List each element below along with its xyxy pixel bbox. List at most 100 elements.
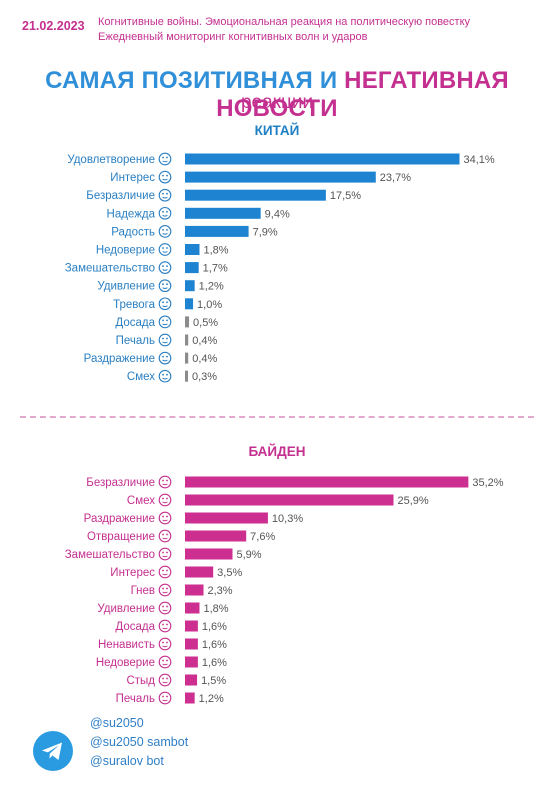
neutral-face-icon xyxy=(158,475,172,489)
irritated-icon-eye-right xyxy=(166,515,168,518)
biden-bar xyxy=(185,566,214,578)
handle-su2050-sambot[interactable]: @su2050 sambot xyxy=(90,735,189,749)
disgust-icon-mouth xyxy=(162,537,168,540)
section-divider xyxy=(20,416,534,418)
surprised-icon xyxy=(158,279,172,293)
laugh-icon-mouth xyxy=(162,501,168,504)
biden-value-label: 1,6% xyxy=(202,621,227,633)
biden-value-label: 1,6% xyxy=(202,657,227,669)
china-value-label: 1,8% xyxy=(203,245,228,257)
irritated-icon-eye-right xyxy=(166,355,168,358)
laugh-icon-eye-left xyxy=(162,373,164,376)
biden-bar xyxy=(185,638,198,650)
neutral-face-icon-eye-right xyxy=(166,479,168,482)
biden-category-label: Недоверие xyxy=(96,657,155,669)
telegram-icon[interactable] xyxy=(33,731,73,771)
biden-value-label: 5,9% xyxy=(236,549,261,561)
china-bar xyxy=(185,189,326,201)
biden-value-label: 1,6% xyxy=(202,639,227,651)
laugh-icon-eye-right xyxy=(166,373,168,376)
china-category-label: Тревога xyxy=(113,299,155,311)
biden-category-label: Интерес xyxy=(110,567,155,579)
china-bar-chart: Удовлетворение 34,1% Интерес 23,7% Безразлич… xyxy=(65,152,495,383)
irritated-icon-mouth xyxy=(162,519,168,522)
anxious-icon-eye-right xyxy=(166,301,168,304)
neutral-face-icon-mouth xyxy=(162,483,168,486)
biden-category-label: Раздражение xyxy=(84,513,155,525)
laugh-icon-eye-right xyxy=(166,497,168,500)
china-category-label: Раздражение xyxy=(84,353,155,365)
biden-bar xyxy=(185,692,195,704)
china-bar xyxy=(185,298,194,310)
surprised-icon-eye-right xyxy=(166,605,168,608)
irritated-icon-eye-left xyxy=(162,515,164,518)
china-value-label: 1,7% xyxy=(203,263,228,275)
biden-bar xyxy=(185,674,198,686)
handle-su2050[interactable]: @su2050 xyxy=(90,716,144,730)
interest-icon xyxy=(158,170,172,184)
biden-category-label: Гнев xyxy=(131,585,155,597)
neutral-face-icon-eye-left xyxy=(162,192,164,195)
biden-category-label: Печаль xyxy=(116,693,155,705)
sad-icon-eye-right xyxy=(166,337,168,340)
footer-handles: @su2050 @su2050 sambot @suralov bot xyxy=(90,714,188,771)
biden-value-label: 1,5% xyxy=(201,675,226,687)
biden-category-label: Досада xyxy=(115,621,155,633)
distrust-icon-mouth xyxy=(162,251,168,253)
joy-icon-eye-right xyxy=(166,229,168,231)
china-bar xyxy=(185,334,189,346)
annoyed-icon-mouth xyxy=(162,323,168,326)
hate-icon xyxy=(158,637,172,651)
biden-bar xyxy=(185,602,200,614)
china-bar xyxy=(185,244,200,255)
report-date: 21.02.2023 xyxy=(22,19,85,33)
distrust-icon-mouth xyxy=(162,663,168,666)
sad-icon-eye-left xyxy=(162,337,164,340)
hate-icon-eye-right xyxy=(166,641,168,644)
biden-value-label: 35,2% xyxy=(472,477,503,489)
annoyed-icon-eye-right xyxy=(166,319,168,322)
interest-icon-mouth xyxy=(162,178,168,181)
biden-bar xyxy=(185,476,469,488)
anxious-icon-eye-left xyxy=(162,301,164,304)
interest-icon-mouth xyxy=(162,573,168,576)
smile-icon xyxy=(158,152,172,166)
sad-icon xyxy=(158,691,172,705)
biden-category-label: Стыд xyxy=(126,675,155,687)
confused-icon-mouth xyxy=(162,269,168,271)
anxious-icon-mouth xyxy=(162,305,168,308)
hope-icon-eye-left xyxy=(162,210,164,213)
surprised-icon-mouth xyxy=(162,287,168,289)
interest-icon-eye-left xyxy=(162,569,164,572)
china-bar xyxy=(185,153,460,165)
hate-icon-mouth xyxy=(162,645,168,648)
sad-icon-eye-left xyxy=(162,695,164,698)
main-title-negative: НЕГАТИВНАЯ НОВОСТИ xyxy=(216,67,509,122)
china-value-label: 17,5% xyxy=(330,190,361,202)
china-bar xyxy=(185,207,261,219)
china-category-label: Удовлетворение xyxy=(67,154,155,166)
china-value-label: 0,4% xyxy=(192,335,217,347)
biden-bar xyxy=(185,620,198,632)
china-value-label: 0,3% xyxy=(192,371,217,383)
smile-icon-eye-right xyxy=(166,156,168,159)
handle-suralov-bot[interactable]: @suralov bot xyxy=(90,754,164,768)
china-value-label: 9,4% xyxy=(265,208,290,220)
annoyed-icon-eye-right xyxy=(166,623,168,626)
annoyed-icon xyxy=(158,619,172,633)
china-value-label: 23,7% xyxy=(380,172,411,184)
china-category-label: Интерес xyxy=(110,172,155,184)
irritated-icon-mouth xyxy=(162,359,168,362)
sad-icon-mouth xyxy=(162,341,168,344)
biden-chart-title: БАЙДЕН xyxy=(248,444,306,459)
interest-icon-eye-right xyxy=(166,174,168,177)
interest-icon-eye-right xyxy=(166,569,168,572)
neutral-face-icon-eye-right xyxy=(166,192,168,195)
biden-bar xyxy=(185,512,268,524)
biden-value-label: 1,2% xyxy=(199,693,224,705)
biden-category-label: Замешательство xyxy=(65,549,155,561)
hope-icon-mouth xyxy=(162,214,168,217)
china-category-label: Радость xyxy=(111,226,155,238)
china-bar xyxy=(185,171,376,183)
surprised-icon-eye-left xyxy=(162,283,164,286)
